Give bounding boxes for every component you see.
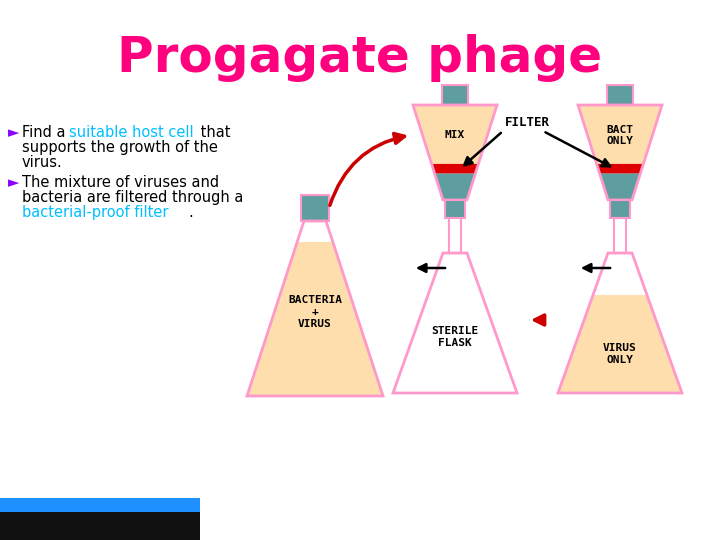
Polygon shape [413, 105, 497, 164]
Polygon shape [247, 242, 383, 396]
Bar [449, 218, 461, 253]
Text: suitable host cell: suitable host cell [69, 125, 194, 140]
Polygon shape [600, 173, 640, 200]
Bar [607, 85, 633, 105]
Text: that: that [196, 125, 230, 140]
Text: ►: ► [8, 125, 19, 140]
Text: BACTERIA
+
VIRUS: BACTERIA + VIRUS [288, 295, 342, 329]
Text: Progagate phage: Progagate phage [117, 34, 603, 82]
Bar [445, 200, 465, 218]
Text: supports the growth of the: supports the growth of the [22, 140, 218, 155]
Text: STERILE
FLASK: STERILE FLASK [431, 326, 479, 348]
Bar [614, 218, 626, 253]
Bar [0, 498, 200, 512]
Text: MIX: MIX [445, 130, 465, 140]
Bar [610, 200, 630, 218]
Text: The mixture of viruses and: The mixture of viruses and [22, 175, 219, 190]
Polygon shape [597, 164, 644, 173]
Polygon shape [435, 173, 475, 200]
Text: virus.: virus. [22, 155, 63, 170]
Polygon shape [431, 164, 478, 173]
Text: ►: ► [8, 175, 19, 190]
Text: VIRUS
ONLY: VIRUS ONLY [603, 343, 637, 364]
Text: bacterial-proof filter: bacterial-proof filter [22, 205, 168, 220]
Bar [301, 195, 329, 221]
Text: BACT
ONLY: BACT ONLY [606, 125, 634, 146]
Polygon shape [578, 105, 662, 164]
Text: FILTER: FILTER [505, 117, 550, 130]
Text: bacteria are filtered through a: bacteria are filtered through a [22, 190, 243, 205]
Text: Find a: Find a [22, 125, 70, 140]
Bar [442, 85, 468, 105]
Bar [0, 512, 200, 540]
Polygon shape [558, 295, 682, 393]
Text: .: . [188, 205, 193, 220]
